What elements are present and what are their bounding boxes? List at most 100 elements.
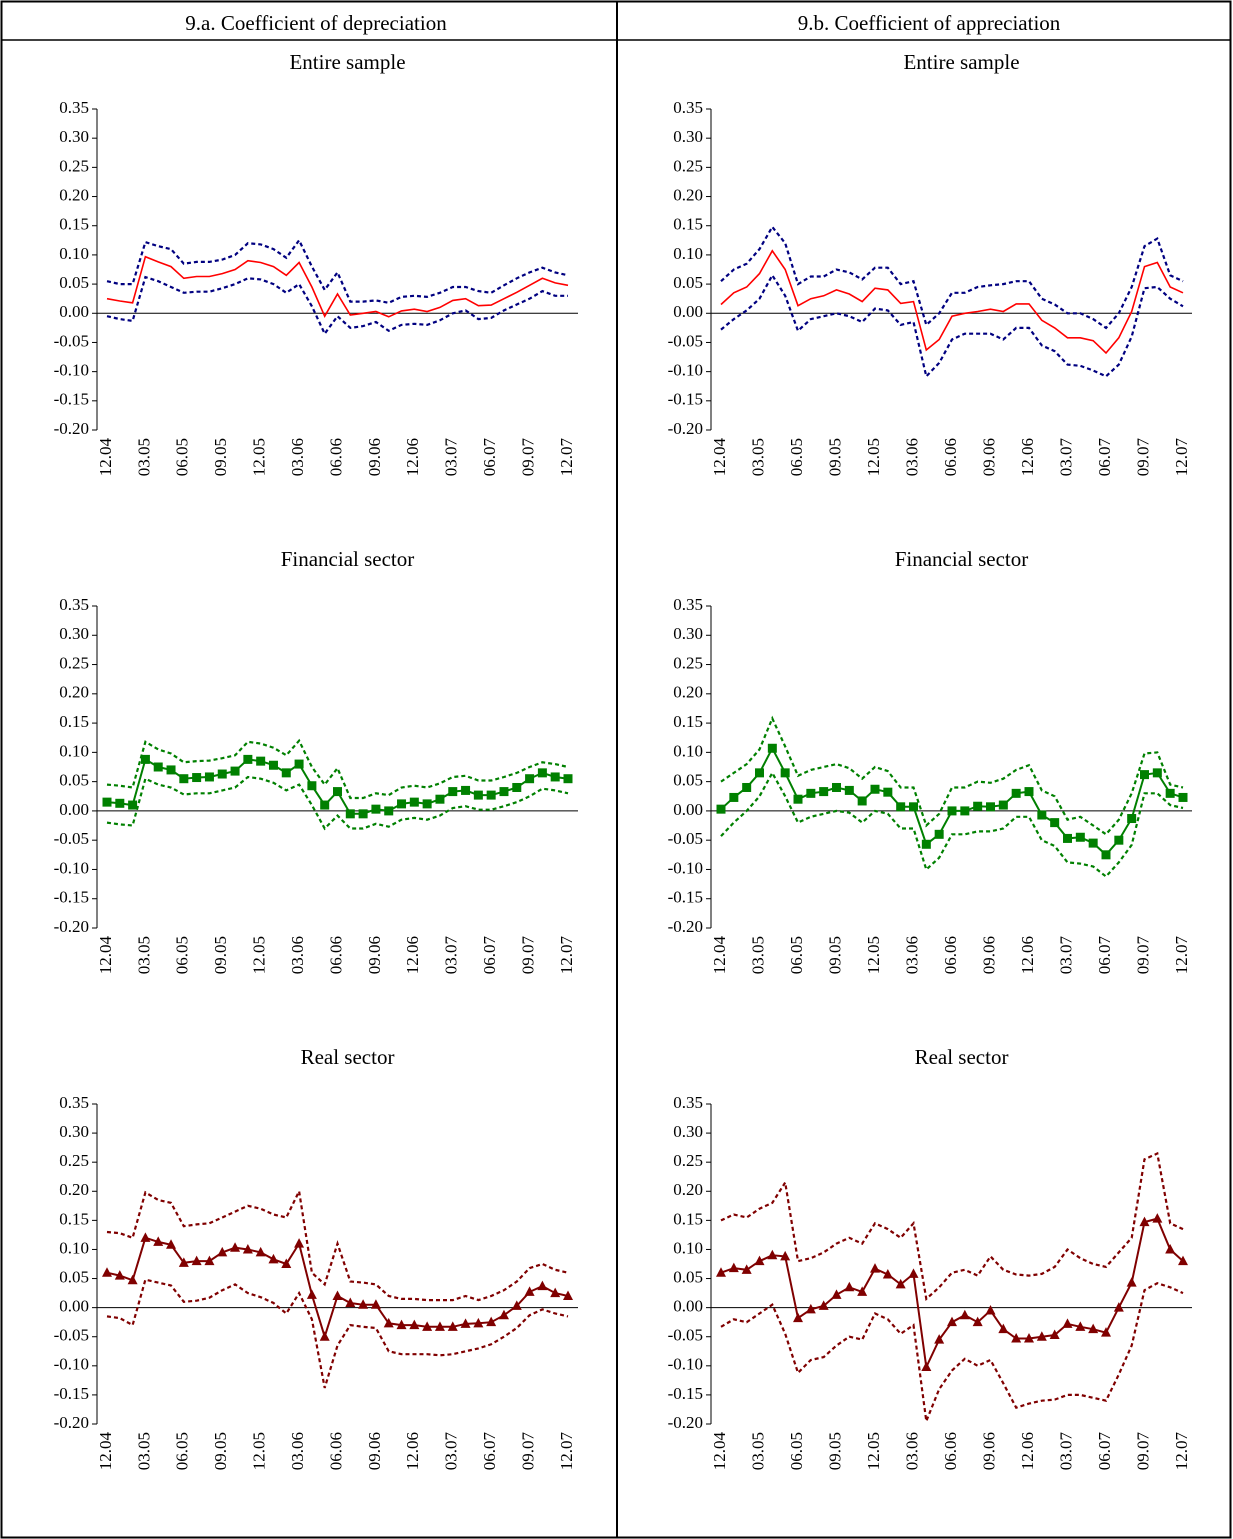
- marker: [1062, 1318, 1073, 1328]
- y-tick-label: 0.20: [59, 1180, 89, 1199]
- marker: [563, 1290, 573, 1300]
- estimate-line: [106, 757, 569, 815]
- y-tick-label: 0.10: [59, 741, 89, 760]
- chart-title: Financial sector: [281, 547, 415, 571]
- x-tick-label: 09.07: [518, 936, 537, 975]
- y-tick-label: -0.15: [54, 390, 89, 409]
- marker: [512, 782, 522, 792]
- marker: [986, 802, 995, 812]
- y-tick-label: 0.10: [673, 244, 703, 263]
- x-tick-label: 12.04: [710, 1432, 729, 1471]
- y-tick-label: 0.00: [59, 800, 89, 819]
- y-tick-label: -0.10: [54, 858, 89, 877]
- marker: [1036, 1331, 1047, 1341]
- y-tick-label: -0.20: [54, 419, 89, 438]
- marker: [767, 1249, 778, 1260]
- marker: [1075, 832, 1085, 842]
- x-tick-label: 12.07: [1172, 936, 1191, 975]
- marker: [832, 782, 841, 792]
- marker: [434, 1321, 445, 1331]
- marker: [281, 1258, 292, 1268]
- y-tick-label: 0.15: [673, 712, 703, 731]
- marker: [255, 1246, 266, 1257]
- marker: [1063, 833, 1072, 843]
- x-tick-label: 03.05: [134, 936, 153, 974]
- y-tick-label: -0.05: [54, 1326, 89, 1345]
- marker: [1037, 810, 1047, 820]
- marker: [473, 790, 483, 800]
- y-tick-label: 0.05: [673, 771, 703, 790]
- marker: [818, 1300, 829, 1310]
- marker: [755, 768, 764, 778]
- y-tick-label: 0.10: [673, 741, 703, 760]
- y-tick-label: 0.35: [59, 98, 89, 117]
- marker: [525, 774, 535, 784]
- marker: [166, 1239, 177, 1249]
- marker: [153, 1236, 164, 1246]
- x-tick-label: 12.06: [1018, 1432, 1037, 1470]
- band-line: [106, 1187, 569, 1302]
- x-tick-label: 12.06: [1018, 438, 1037, 476]
- y-tick-label: 0.15: [673, 215, 703, 234]
- marker: [358, 809, 368, 819]
- marker: [1024, 1332, 1034, 1343]
- marker: [409, 797, 419, 807]
- y-tick-label: 0.10: [59, 1238, 89, 1257]
- x-tick-label: 12.05: [864, 438, 883, 476]
- marker: [998, 1323, 1009, 1334]
- y-tick-label: 0.00: [59, 1297, 89, 1316]
- x-tick-label: 06.07: [1095, 1432, 1114, 1471]
- marker: [242, 1243, 253, 1254]
- marker: [728, 1262, 739, 1273]
- marker: [1049, 1329, 1060, 1339]
- x-tick-label: 12.06: [403, 1432, 422, 1470]
- x-tick-label: 12.04: [96, 1432, 115, 1471]
- x-tick-label: 09.05: [211, 1432, 230, 1470]
- y-tick-label: -0.15: [668, 888, 703, 907]
- marker: [895, 1278, 906, 1289]
- estimate-line: [106, 1236, 569, 1341]
- x-tick-label: 06.05: [173, 1432, 192, 1470]
- marker: [973, 801, 983, 811]
- marker: [333, 787, 342, 797]
- x-tick-label: 03.05: [748, 1432, 767, 1470]
- marker: [1113, 1302, 1124, 1312]
- y-tick-label: -0.15: [668, 390, 703, 409]
- chart-title: Entire sample: [289, 50, 405, 74]
- marker: [972, 1316, 983, 1327]
- x-tick-label: 06.06: [326, 438, 345, 476]
- y-tick-label: -0.20: [54, 1413, 89, 1432]
- marker: [268, 1253, 279, 1264]
- marker: [550, 772, 560, 782]
- x-tick-label: 12.05: [864, 936, 883, 974]
- x-tick-label: 06.07: [480, 1432, 499, 1471]
- x-tick-label: 12.06: [403, 438, 422, 476]
- marker: [896, 802, 906, 812]
- x-tick-label: 12.05: [864, 1432, 883, 1470]
- y-tick-label: -0.10: [54, 361, 89, 380]
- marker: [1075, 1321, 1086, 1331]
- x-tick-label: 09.05: [825, 1432, 844, 1470]
- marker: [127, 1274, 138, 1285]
- y-tick-label: 0.05: [673, 273, 703, 292]
- x-tick-label: 06.05: [787, 936, 806, 974]
- marker: [947, 806, 957, 816]
- marker: [1088, 838, 1098, 848]
- y-tick-label: -0.10: [668, 1355, 703, 1374]
- y-tick-label: 0.20: [673, 683, 703, 702]
- x-tick-label: 06.06: [941, 438, 960, 476]
- x-tick-label: 03.06: [902, 1432, 921, 1470]
- x-tick-label: 09.06: [365, 1432, 384, 1470]
- x-tick-label: 09.05: [211, 936, 230, 974]
- marker: [985, 1305, 996, 1315]
- estimate-line: [106, 255, 569, 318]
- marker: [1165, 788, 1175, 798]
- x-tick-label: 12.06: [1018, 936, 1037, 974]
- marker: [934, 1334, 945, 1344]
- x-tick-label: 06.05: [787, 438, 806, 476]
- y-tick-label: -0.10: [668, 361, 703, 380]
- y-tick-label: 0.30: [59, 1122, 89, 1141]
- y-tick-label: -0.05: [54, 829, 89, 848]
- y-tick-label: 0.05: [59, 273, 89, 292]
- marker: [306, 1289, 317, 1299]
